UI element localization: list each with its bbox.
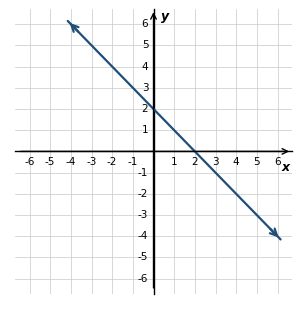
Text: 2: 2 (191, 157, 198, 167)
Text: 5: 5 (253, 157, 260, 167)
Text: -4: -4 (66, 157, 76, 167)
Text: 1: 1 (142, 125, 148, 135)
Text: 4: 4 (142, 61, 148, 72)
Text: -6: -6 (24, 157, 35, 167)
Text: -5: -5 (138, 252, 148, 262)
Text: 1: 1 (171, 157, 178, 167)
Text: -1: -1 (128, 157, 138, 167)
Text: -2: -2 (138, 189, 148, 199)
Text: -2: -2 (107, 157, 117, 167)
Text: -4: -4 (138, 231, 148, 241)
Text: 4: 4 (233, 157, 240, 167)
Text: x: x (282, 161, 290, 174)
Text: 3: 3 (212, 157, 219, 167)
Text: 3: 3 (142, 83, 148, 93)
Text: -3: -3 (138, 210, 148, 220)
Text: -3: -3 (86, 157, 97, 167)
Text: 2: 2 (142, 104, 148, 114)
Text: 5: 5 (142, 40, 148, 50)
Text: -1: -1 (138, 167, 148, 178)
Text: -6: -6 (138, 274, 148, 284)
Text: -5: -5 (45, 157, 55, 167)
Text: 6: 6 (274, 157, 281, 167)
Text: y: y (161, 10, 169, 23)
Text: 6: 6 (142, 19, 148, 29)
